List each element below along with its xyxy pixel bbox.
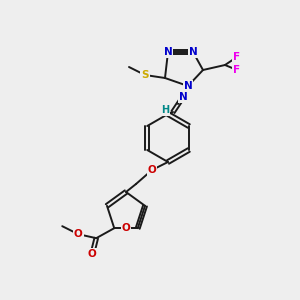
Text: F: F [233, 65, 241, 75]
Text: N: N [164, 47, 172, 57]
Text: O: O [74, 229, 82, 239]
Text: H: H [161, 105, 169, 115]
Text: S: S [141, 70, 149, 80]
Text: F: F [233, 52, 241, 62]
Text: O: O [88, 249, 97, 259]
Text: O: O [122, 223, 130, 233]
Text: O: O [148, 165, 156, 175]
Text: N: N [189, 47, 197, 57]
Text: N: N [178, 92, 188, 102]
Text: N: N [184, 81, 192, 91]
